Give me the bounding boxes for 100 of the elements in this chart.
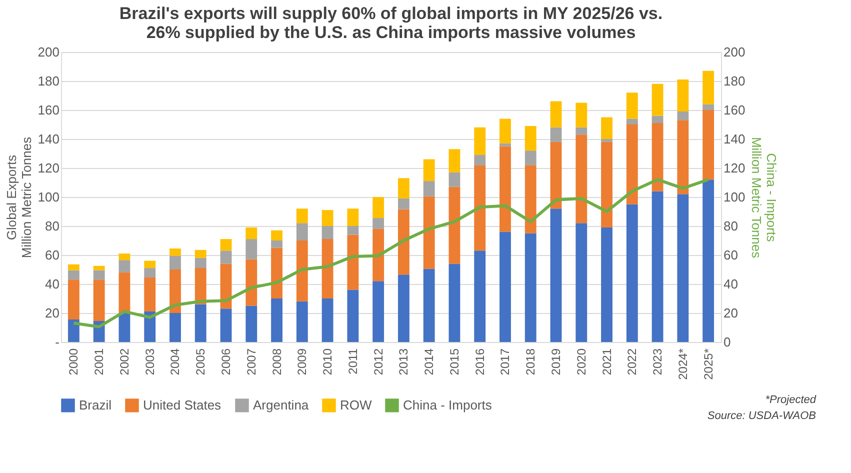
- x-tick-label: 2019: [549, 348, 563, 376]
- bar: [702, 180, 714, 342]
- bar: [194, 304, 206, 342]
- x-tick-label: 2013: [396, 348, 411, 376]
- source-note: Source: USDA-WAOB: [707, 410, 816, 422]
- bar: [474, 250, 486, 342]
- bar: [170, 248, 181, 256]
- x-tick-label: 2000: [66, 348, 81, 376]
- x-tick-label: 2020: [574, 348, 588, 376]
- bar: [68, 320, 80, 342]
- bar: [144, 268, 156, 278]
- bar: [677, 111, 689, 120]
- bar: [448, 149, 460, 172]
- bar: [118, 272, 130, 313]
- bar: [474, 154, 486, 166]
- y2-tick-label: 60: [724, 248, 738, 262]
- legend-label: United States: [143, 397, 222, 412]
- x-tick-label: 2022: [625, 348, 640, 376]
- bar: [68, 280, 80, 320]
- bar: [144, 260, 156, 268]
- bar: [702, 104, 714, 110]
- bar: [500, 146, 511, 232]
- legend-label: ROW: [340, 397, 372, 412]
- bar: [347, 234, 359, 290]
- bar: [322, 226, 334, 240]
- y-tick-label: 80: [45, 218, 60, 234]
- bar: [194, 268, 206, 304]
- x-tick-label: 2002: [117, 348, 132, 376]
- x-tick-label: 2005: [194, 348, 208, 376]
- bar: [246, 259, 258, 306]
- chart-title: Brazil's exports will supply 60% of global imports in MY 2025/26 vs. 26% supplied by the U.S. as China imports massive volumes: [119, 4, 663, 42]
- text: *Projected: [765, 394, 817, 406]
- y-tick-label: 100: [38, 190, 60, 204]
- x-tick-label: 2004: [168, 348, 182, 376]
- bar: [550, 127, 562, 142]
- y-tick-label: 40: [45, 276, 60, 292]
- bar: [347, 208, 359, 226]
- bar: [601, 139, 612, 142]
- legend-label: Brazil: [79, 397, 112, 412]
- y-tick-label: 20: [45, 306, 60, 320]
- bar: [322, 239, 334, 298]
- bar: [220, 250, 232, 264]
- y2-tick-label: 100: [724, 190, 746, 204]
- bar: [500, 232, 511, 342]
- x-tick-label: 2006: [219, 348, 233, 376]
- bar: [448, 186, 460, 264]
- bar: [576, 102, 588, 128]
- bar: [271, 298, 282, 342]
- bar: [372, 218, 384, 229]
- bar: [702, 110, 714, 180]
- x-tick-label: 2021: [600, 348, 614, 376]
- x-tick-label: 2012: [371, 348, 386, 376]
- bar: [423, 159, 435, 182]
- bar: [296, 301, 308, 342]
- bar: [271, 240, 282, 248]
- bar: [93, 270, 105, 280]
- x-tick-label: 2010: [320, 348, 335, 376]
- bar: [652, 116, 664, 124]
- x-tick-label: 2003: [142, 348, 157, 376]
- x-tick-label: 2015: [447, 348, 462, 376]
- x-tick-label: 2017: [498, 348, 512, 376]
- bar: [601, 142, 612, 228]
- bar: [347, 226, 359, 235]
- y-tick-label: 200: [38, 44, 60, 60]
- bar: [398, 209, 410, 275]
- bar: [246, 227, 258, 240]
- y-tick-label: -: [55, 334, 60, 350]
- bar: [474, 127, 486, 155]
- y2-tick-label: 20: [724, 306, 738, 320]
- bar: [93, 280, 105, 321]
- y-tick-label: 180: [38, 74, 60, 88]
- bar: [170, 313, 181, 342]
- bar: [500, 118, 511, 144]
- bar: [398, 274, 410, 342]
- x-tick-label: 2009: [295, 348, 310, 376]
- bar: [576, 134, 588, 224]
- bar: [246, 239, 258, 260]
- bar: [677, 80, 689, 112]
- bar: [524, 150, 536, 166]
- bar: [524, 126, 536, 151]
- bar: [576, 223, 588, 342]
- bar: [372, 228, 384, 282]
- bar: [93, 266, 105, 270]
- bar: [550, 101, 562, 128]
- bar: [652, 191, 664, 342]
- legend-label: Argentina: [253, 397, 310, 412]
- bar: [220, 264, 232, 309]
- bar: [118, 260, 130, 272]
- bar: [347, 290, 359, 342]
- y2-tick-label: 120: [724, 160, 746, 176]
- y-tick-label: 120: [38, 160, 60, 176]
- x-tick-label: 2016: [472, 348, 487, 376]
- y2-tick-label: 200: [724, 44, 746, 60]
- bar: [423, 268, 435, 342]
- bar: [423, 181, 435, 196]
- bar: [220, 308, 232, 342]
- bar: [626, 118, 638, 124]
- x-tick-label: 2007: [244, 348, 258, 376]
- x-tick-label: 2008: [270, 348, 284, 376]
- x-tick-label: 2011: [346, 348, 360, 374]
